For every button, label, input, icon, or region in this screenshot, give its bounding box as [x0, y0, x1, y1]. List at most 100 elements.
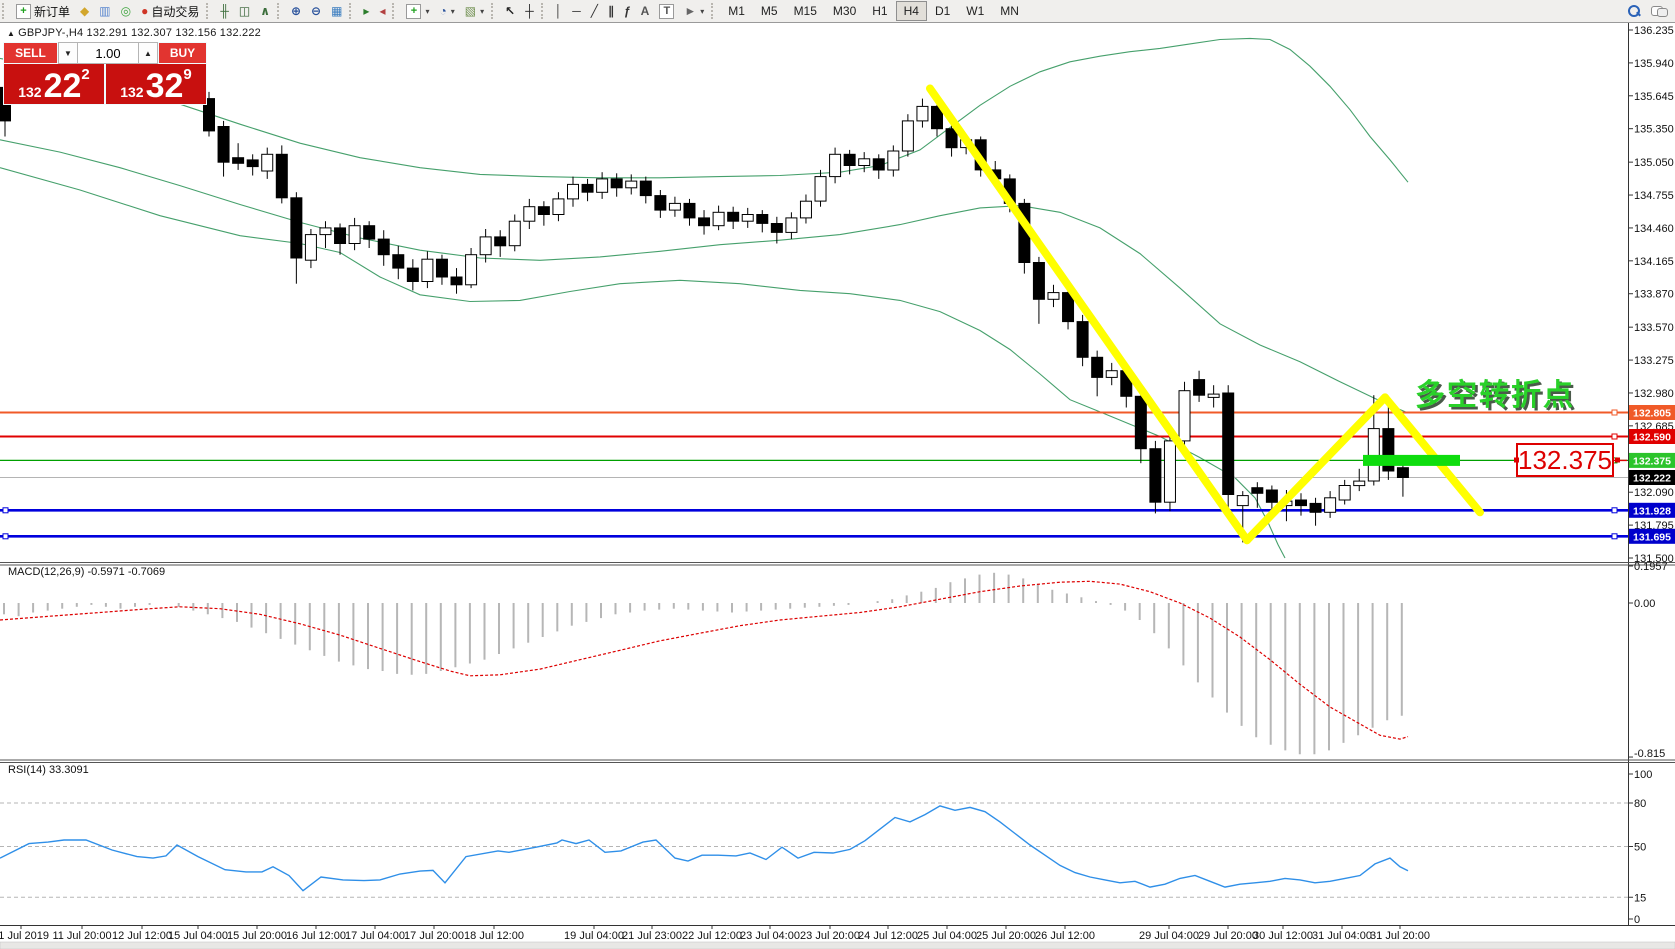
cursor-icon: ↖: [505, 4, 516, 18]
sell-price-prefix: 132: [18, 84, 42, 100]
price-box-marker: [1615, 457, 1620, 463]
collapse-triangle-icon[interactable]: ▲: [7, 29, 16, 38]
candle: [465, 254, 478, 286]
chat-icon[interactable]: [1651, 5, 1668, 17]
line-chart-button[interactable]: ∧: [255, 1, 275, 21]
new-order-button-label: 新订单: [34, 4, 71, 19]
line-marker: [1611, 433, 1618, 440]
navigator-button[interactable]: ◎: [116, 1, 136, 21]
candle: [1207, 393, 1220, 398]
toolbar-separator: [276, 3, 284, 19]
vertical-line-button[interactable]: │: [550, 1, 568, 21]
timeframe-m5-button[interactable]: M5: [753, 1, 786, 21]
price-flag-label: 132.222: [1633, 472, 1671, 484]
timeframe-mn-button[interactable]: MN: [992, 1, 1027, 21]
timeframe-h4-button[interactable]: H4: [895, 1, 927, 21]
timeframe-d1-button[interactable]: D1: [927, 1, 958, 21]
price-flag-132.590: [1629, 429, 1675, 444]
zoom-in-button[interactable]: ⊕: [286, 1, 306, 21]
autotrade-button[interactable]: ● 自动交易: [136, 1, 204, 21]
time-axis-label: 15 Jul 04:00: [168, 930, 228, 942]
crosshair-button[interactable]: ┼: [520, 1, 539, 21]
zoom-out-button[interactable]: ⊖: [306, 1, 326, 21]
equidistant-channel-icon: ∥: [607, 4, 614, 18]
tile-windows-button[interactable]: ▦: [326, 1, 347, 21]
candle: [741, 214, 754, 222]
horizontal-line-button[interactable]: ─: [567, 1, 586, 21]
navigator-icon: ◎: [120, 4, 132, 18]
candle: [246, 159, 259, 168]
market-watch-icon: ◆: [80, 4, 90, 18]
cursor-button[interactable]: ↖: [500, 1, 520, 21]
price-axis-label: 135.940: [1634, 58, 1674, 70]
zoom-out-icon: ⊖: [311, 4, 322, 18]
fibonacci-button[interactable]: ƒ: [619, 1, 636, 21]
bar-chart-button[interactable]: ╫: [215, 1, 234, 21]
time-axis-label: 23 Jul 20:00: [800, 930, 860, 942]
rsi-axis-label: 100: [1634, 769, 1652, 781]
candle: [931, 105, 943, 130]
macd-signal-line: [0, 580, 1409, 740]
line-marker: [1611, 533, 1618, 540]
sell-price-sup: 2: [81, 66, 90, 83]
candle: [1236, 495, 1249, 507]
auto-scroll-icon: ▸: [363, 4, 370, 18]
periods-button[interactable]: ◔ ▾: [435, 1, 460, 21]
price-flag-132.805: [1629, 405, 1675, 420]
volume-decrease-button[interactable]: ▼: [58, 42, 78, 64]
yellow-trendline: [1381, 393, 1484, 517]
buy-price[interactable]: 132 32 9: [105, 64, 207, 105]
search-icon[interactable]: [1627, 4, 1641, 18]
candle: [712, 211, 725, 227]
timeframe-m1-button[interactable]: M1: [720, 1, 753, 21]
candle: [639, 180, 652, 197]
sell-button[interactable]: SELL: [3, 42, 58, 64]
line-marker: [1611, 409, 1618, 416]
price-axis-label: 131.500: [1634, 553, 1674, 565]
indicators-button[interactable]: + ▾: [401, 1, 434, 21]
templates-button[interactable]: ▧ ▾: [460, 1, 489, 21]
timeframe-m15-button[interactable]: M15: [786, 1, 825, 21]
equidistant-channel-button[interactable]: ∥: [603, 1, 619, 21]
candlestick-chart-icon: ◫: [238, 4, 251, 18]
arrows-button[interactable]: ► ▾: [679, 1, 709, 21]
volume-increase-button[interactable]: ▲: [138, 42, 158, 64]
timeframe-w1-button[interactable]: W1: [958, 1, 992, 21]
data-window-button[interactable]: ▥: [94, 1, 115, 21]
line-marker: [2, 507, 9, 514]
time-axis-label: 31 Jul 04:00: [1312, 930, 1372, 942]
volume-input[interactable]: [78, 42, 138, 64]
candlestick-chart-button[interactable]: ◫: [234, 1, 255, 21]
candle: [363, 225, 376, 240]
horizontal-line-icon: ─: [572, 4, 581, 18]
trendline-icon: ╱: [590, 4, 598, 18]
candle: [916, 105, 929, 122]
macd-label: MACD(12,26,9) -0.5971 -0.7069: [8, 566, 165, 578]
toolbar-group: + 新订单 ◆ ▥ ◎ ● 自动交易: [11, 0, 204, 22]
candle: [1178, 390, 1191, 442]
trendline-button[interactable]: ╱: [586, 1, 603, 21]
sell-price[interactable]: 132 22 2: [3, 64, 105, 105]
macd-axis-label: 0.00: [1634, 598, 1655, 610]
timeframe-h1-button[interactable]: H1: [864, 1, 895, 21]
price-axis-label: 134.755: [1634, 190, 1674, 202]
text-label-button[interactable]: T: [654, 1, 679, 21]
timeframe-m30-button[interactable]: M30: [825, 1, 864, 21]
auto-scroll-button[interactable]: ▸: [358, 1, 374, 21]
price-axis-label: 133.870: [1634, 289, 1674, 301]
toolbar-separator: [206, 3, 213, 19]
text-button[interactable]: A: [636, 1, 655, 21]
candle: [581, 183, 594, 193]
one-click-trading-panel: SELL ▼ ▲ BUY 132 22 2 132 32 9: [3, 42, 207, 105]
new-order-button[interactable]: + 新订单: [11, 1, 75, 21]
candle: [625, 180, 638, 189]
line-marker: [2, 533, 9, 540]
chart-shift-button[interactable]: ◂: [374, 1, 390, 21]
green-highlight-bar: [1363, 454, 1460, 466]
candle: [508, 220, 521, 247]
buy-button[interactable]: BUY: [158, 42, 207, 64]
price-box: [1516, 443, 1614, 477]
market-watch-button[interactable]: ◆: [75, 1, 94, 21]
